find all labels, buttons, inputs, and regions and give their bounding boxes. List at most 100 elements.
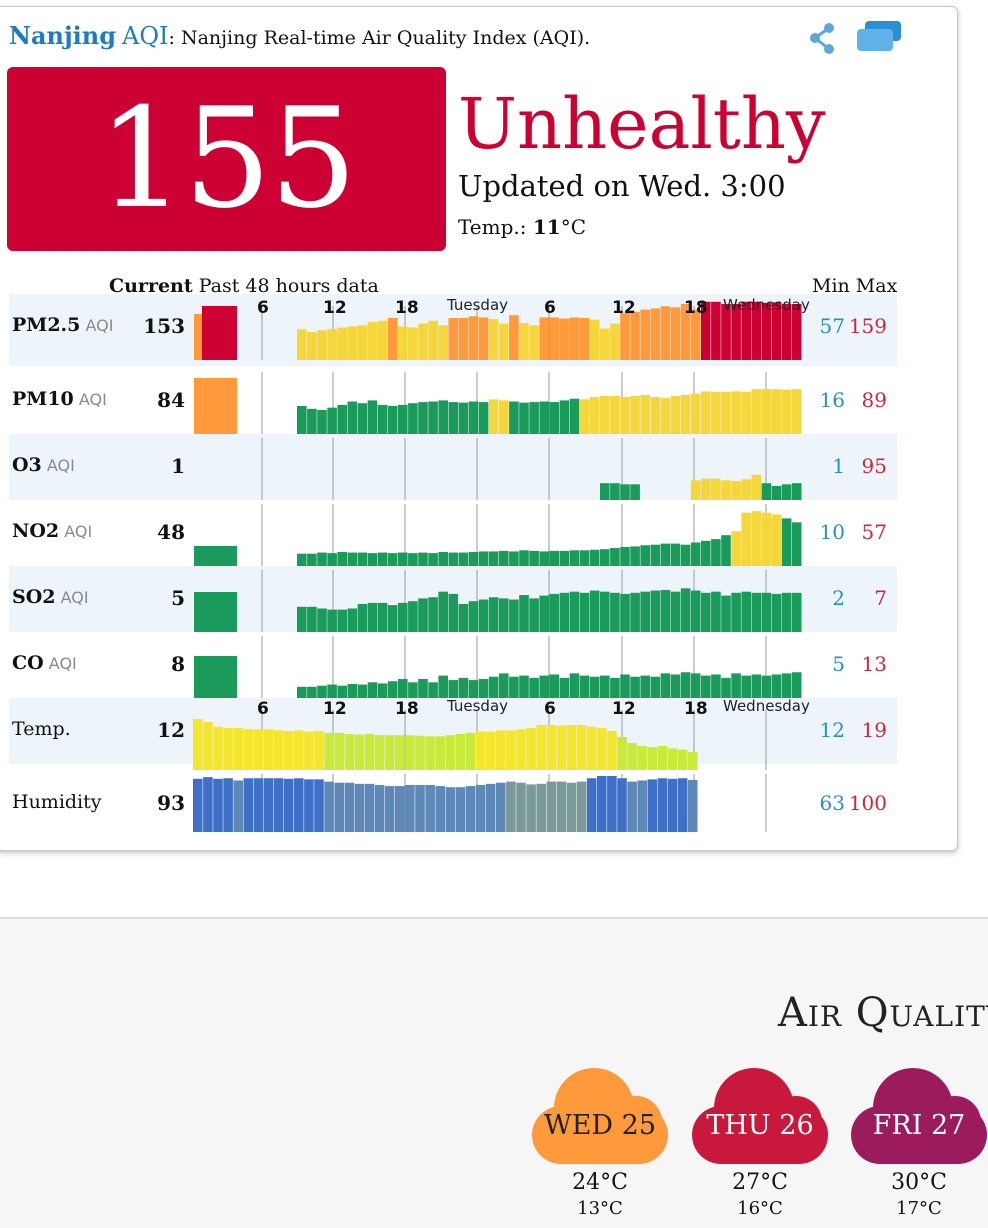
history-bar	[549, 317, 560, 360]
hour-label: 6	[257, 699, 269, 719]
history-bar	[193, 778, 203, 832]
history-bar	[701, 592, 711, 632]
pollutant-row-pm10[interactable]: PM10 AQI 84 16 89	[9, 368, 897, 434]
history-bar	[741, 512, 751, 566]
history-bar	[670, 395, 681, 434]
history-bar	[569, 550, 580, 566]
hour-label: 6	[257, 298, 269, 318]
history-bar	[478, 551, 489, 566]
history-bar	[297, 686, 307, 698]
temp-value: 11	[532, 215, 561, 239]
history-bar	[468, 601, 479, 632]
row-min-value: 12	[819, 718, 845, 742]
history-bar	[721, 535, 731, 566]
aqi-word[interactable]: AQI	[122, 22, 169, 50]
row-label: PM2.5 AQI	[12, 314, 113, 336]
history-bar	[617, 778, 627, 832]
history-bar	[630, 484, 640, 500]
history-bar	[357, 552, 368, 566]
history-bar	[499, 598, 509, 632]
history-bar	[509, 676, 519, 698]
history-bar	[620, 674, 630, 698]
history-bar	[354, 783, 365, 832]
history-bar	[415, 784, 425, 832]
history-bar	[357, 604, 368, 632]
forecast-day-3[interactable]: FRI 27	[849, 1066, 988, 1166]
history-bar	[711, 392, 721, 434]
history-bar	[499, 323, 509, 360]
history-bar	[586, 778, 597, 832]
history-bar	[398, 326, 408, 360]
row-label: O3 AQI	[12, 454, 75, 476]
history-bar	[273, 778, 284, 832]
history-bar	[721, 480, 731, 500]
history-bar	[597, 728, 607, 770]
current-bar	[194, 592, 237, 632]
screens-icon[interactable]	[855, 19, 903, 53]
row-label-unit: AQI	[59, 522, 93, 541]
history-bar	[761, 302, 772, 360]
history-bar	[263, 729, 274, 770]
history-bar	[283, 731, 294, 770]
history-bar	[647, 747, 658, 770]
history-bar	[387, 681, 398, 698]
history-bar	[516, 729, 526, 770]
history-bar	[576, 725, 587, 770]
forecast-day-1[interactable]: WED 25	[530, 1066, 670, 1166]
history-bar	[680, 672, 691, 698]
history-bar	[364, 783, 375, 832]
history-bar	[317, 409, 327, 434]
history-bar	[438, 552, 448, 566]
history-bar	[233, 780, 243, 832]
history-bar	[304, 731, 314, 770]
pollutant-row-no2[interactable]: NO2 AQI 48 10 57	[9, 500, 897, 566]
row-label-unit: AQI	[41, 456, 75, 475]
history-bar	[559, 550, 570, 566]
row-label: Temp.	[12, 718, 71, 740]
history-bar	[488, 676, 499, 698]
row-min-value: 1	[832, 454, 845, 478]
history-bar	[721, 304, 731, 360]
history-bar	[690, 542, 701, 566]
history-bar	[539, 317, 549, 360]
history-bar	[425, 736, 435, 770]
history-bar	[377, 602, 388, 632]
pollutant-row-co[interactable]: CO AQI 8 5 13	[9, 632, 897, 698]
history-bar	[347, 326, 358, 360]
cloud-icon	[692, 1068, 828, 1164]
forecast-day-2[interactable]: THU 26	[690, 1066, 830, 1166]
history-bar	[509, 599, 519, 632]
history-bar	[670, 543, 681, 566]
history-bar	[428, 320, 438, 360]
day-label: Wednesday	[723, 697, 810, 715]
history-bar	[751, 511, 762, 566]
history-bar	[458, 552, 469, 566]
history-bar	[791, 389, 802, 434]
history-bar	[465, 786, 476, 832]
history-bar	[657, 778, 668, 832]
history-bar	[680, 304, 691, 360]
history-bar	[317, 552, 327, 566]
history-bar	[347, 608, 358, 632]
history-bar	[690, 480, 701, 500]
history-bar	[600, 483, 610, 500]
pollutant-row-humidity[interactable]: Humidity 93 63 100	[9, 770, 897, 836]
row-max-value: 100	[848, 791, 887, 815]
history-bar	[496, 730, 506, 770]
row-label-name: SO2	[12, 586, 56, 608]
history-bar	[687, 779, 698, 832]
share-icon[interactable]	[807, 21, 841, 55]
forecast-low-temp: 17°C	[896, 1198, 942, 1219]
history-bar	[559, 592, 570, 632]
history-bar	[701, 478, 711, 500]
city-link[interactable]: Nanjing	[9, 21, 116, 50]
row-label-unit: AQI	[73, 390, 107, 409]
history-bar	[357, 325, 368, 360]
history-bar	[395, 786, 405, 832]
row-label-name: CO	[12, 652, 44, 674]
past-header: Past 48 hours data	[198, 275, 379, 297]
history-bar	[506, 730, 516, 770]
history-bar	[589, 676, 600, 698]
history-bar	[549, 593, 560, 632]
history-bar	[569, 317, 580, 360]
